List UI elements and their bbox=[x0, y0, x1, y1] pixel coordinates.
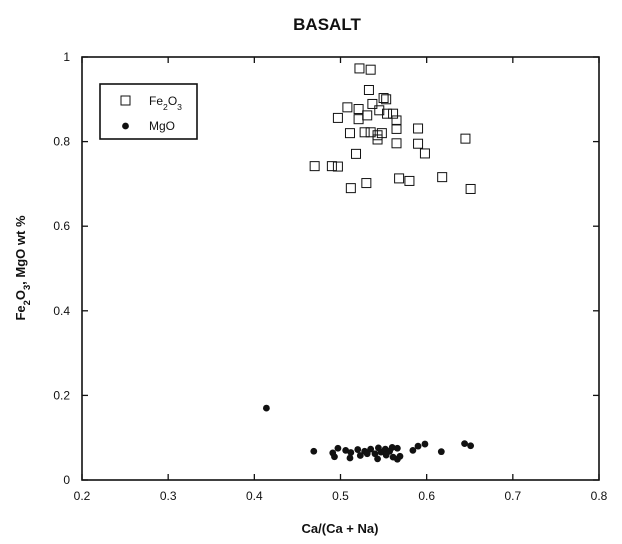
data-point-fe2o3 bbox=[362, 110, 373, 121]
data-point-mgo bbox=[371, 450, 379, 458]
legend-label-mgo: MgO bbox=[149, 119, 175, 133]
legend-box bbox=[99, 83, 198, 140]
data-point-fe2o3 bbox=[394, 173, 405, 184]
data-point-fe2o3 bbox=[419, 148, 430, 159]
data-point-fe2o3 bbox=[382, 108, 393, 119]
data-point-fe2o3 bbox=[372, 134, 383, 145]
data-point-fe2o3 bbox=[332, 112, 343, 123]
data-point-mgo bbox=[347, 449, 355, 456]
data-point-fe2o3 bbox=[363, 84, 374, 95]
data-point-fe2o3 bbox=[344, 128, 355, 139]
data-point-mgo bbox=[262, 404, 270, 412]
data-point-mgo bbox=[334, 444, 342, 452]
data-point-fe2o3 bbox=[361, 178, 372, 189]
axis-ticks: 0.2 0.3 0.4 0.5 0.6 0.7 0.8 0 0.2 0.4 0.6 0.8 1 bbox=[53, 50, 607, 503]
data-point-mgo bbox=[374, 455, 381, 463]
x-tick-label: 0.5 bbox=[332, 489, 349, 503]
y-tick-label: 1 bbox=[63, 50, 70, 64]
x-tick-label: 0.4 bbox=[246, 489, 263, 503]
chart-title: BASALT bbox=[293, 15, 361, 34]
data-point-mgo bbox=[421, 440, 429, 448]
data-point-fe2o3 bbox=[353, 114, 364, 125]
data-point-fe2o3 bbox=[359, 127, 370, 138]
data-point-fe2o3 bbox=[367, 98, 378, 109]
data-point-mgo bbox=[367, 445, 375, 453]
y-tick-label: 0.6 bbox=[53, 219, 70, 233]
data-points bbox=[262, 63, 476, 463]
data-point-mgo bbox=[393, 444, 401, 452]
legend-marker-fe2o3 bbox=[120, 95, 131, 106]
data-point-fe2o3 bbox=[381, 94, 392, 105]
data-point-mgo bbox=[386, 447, 394, 455]
data-point-mgo bbox=[342, 446, 350, 454]
data-point-fe2o3 bbox=[413, 138, 424, 149]
data-point-mgo bbox=[363, 450, 371, 458]
data-point-mgo bbox=[396, 452, 404, 460]
data-point-mgo bbox=[467, 442, 475, 450]
data-point-fe2o3 bbox=[309, 161, 320, 172]
y-tick-label: 0 bbox=[63, 473, 70, 487]
data-point-mgo bbox=[356, 452, 364, 459]
y-tick-label: 0.2 bbox=[53, 388, 70, 402]
data-point-fe2o3 bbox=[391, 123, 402, 134]
data-point-mgo bbox=[310, 447, 318, 455]
x-axis-label: Ca/(Ca + Na) bbox=[302, 521, 379, 536]
data-point-mgo bbox=[461, 440, 468, 448]
data-point-mgo bbox=[414, 442, 422, 450]
y-tick-label: 0.8 bbox=[53, 135, 70, 149]
data-point-fe2o3 bbox=[391, 115, 402, 126]
data-point-fe2o3 bbox=[332, 161, 343, 172]
data-point-mgo bbox=[437, 448, 445, 456]
x-tick-label: 0.6 bbox=[418, 489, 435, 503]
data-point-mgo bbox=[354, 446, 362, 453]
data-point-mgo bbox=[409, 446, 417, 454]
data-point-fe2o3 bbox=[365, 127, 376, 138]
y-tick-label: 0.4 bbox=[53, 304, 70, 318]
data-point-fe2o3 bbox=[388, 108, 399, 119]
data-point-fe2o3 bbox=[437, 172, 448, 183]
data-point-fe2o3 bbox=[342, 102, 353, 113]
data-point-fe2o3 bbox=[378, 93, 389, 104]
data-point-fe2o3 bbox=[404, 175, 415, 186]
data-point-fe2o3 bbox=[374, 105, 385, 116]
data-point-fe2o3 bbox=[353, 104, 364, 115]
x-tick-label: 0.7 bbox=[504, 489, 521, 503]
x-tick-label: 0.8 bbox=[591, 489, 608, 503]
data-point-mgo bbox=[377, 448, 385, 456]
data-point-fe2o3 bbox=[465, 183, 476, 194]
data-point-fe2o3 bbox=[354, 63, 365, 74]
legend-marker-mgo bbox=[122, 122, 129, 130]
chart-legend: Fe2O3 MgO bbox=[99, 83, 198, 140]
data-point-fe2o3 bbox=[413, 123, 424, 134]
legend-label-fe2o3: Fe2O3 bbox=[149, 94, 182, 112]
data-point-fe2o3 bbox=[345, 183, 356, 194]
data-point-fe2o3 bbox=[460, 133, 471, 144]
data-point-fe2o3 bbox=[351, 148, 362, 159]
data-point-fe2o3 bbox=[365, 64, 376, 75]
x-tick-label: 0.2 bbox=[74, 489, 91, 503]
data-point-fe2o3 bbox=[391, 138, 402, 149]
x-tick-label: 0.3 bbox=[160, 489, 177, 503]
data-point-mgo bbox=[346, 454, 354, 462]
y-axis-label: Fe2O3, MgO wt % bbox=[13, 215, 32, 320]
data-point-fe2o3 bbox=[326, 161, 337, 172]
data-point-mgo bbox=[331, 453, 338, 461]
